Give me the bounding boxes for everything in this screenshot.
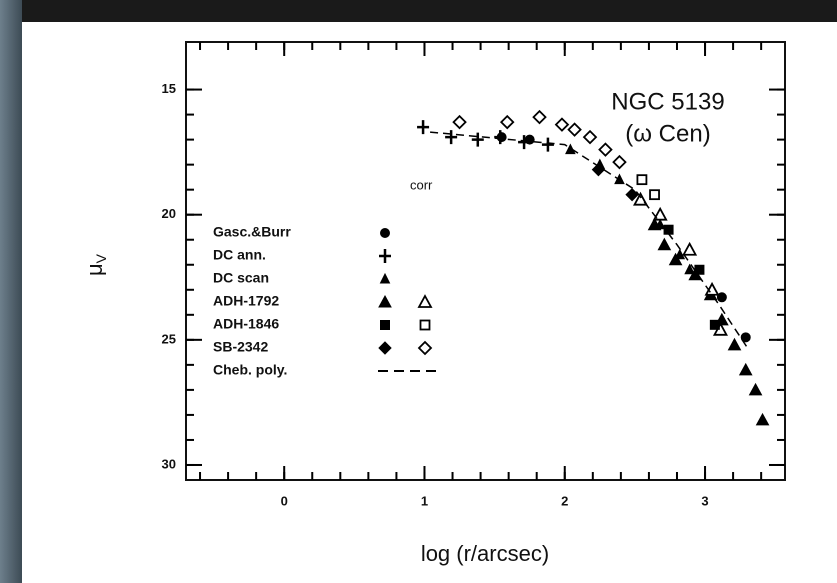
point [709, 319, 720, 330]
legend-symbol [419, 319, 431, 331]
point [625, 187, 639, 202]
y-tick-label: 30 [162, 456, 176, 471]
point-open [612, 154, 627, 170]
legend-symbol [417, 340, 433, 356]
legend-symbol [379, 272, 391, 284]
y-tick-label: 20 [162, 206, 176, 221]
legend-symbol [417, 294, 433, 308]
point [694, 264, 705, 275]
point-open [598, 142, 613, 157]
legend-symbol [378, 294, 392, 308]
y-axis-label: μV [82, 253, 109, 276]
annotation: corr [410, 177, 433, 192]
legend-label: ADH-1846 [213, 316, 279, 332]
x-tick-label: 0 [281, 493, 288, 508]
point [755, 412, 770, 426]
fit-line [430, 131, 748, 348]
point [716, 292, 727, 303]
legend-label: ADH-1792 [213, 293, 279, 309]
point-open [499, 114, 515, 130]
point [668, 252, 683, 266]
point [647, 217, 662, 231]
x-tick-label: 1 [421, 493, 428, 508]
point [684, 263, 695, 275]
point [417, 120, 430, 135]
point [471, 132, 484, 147]
x-tick-label: 2 [561, 493, 568, 508]
point [748, 382, 763, 396]
point [657, 237, 672, 251]
point [738, 362, 753, 376]
legend-label: SB-2342 [213, 339, 268, 355]
x-axis-label: log (r/arcsec) [421, 541, 549, 566]
legend-symbol [380, 320, 390, 330]
point-open [532, 109, 547, 125]
legend-symbol [380, 228, 390, 238]
legend-label: DC ann. [213, 247, 266, 263]
point-open [682, 241, 698, 256]
point-open [636, 174, 648, 186]
point [740, 332, 751, 343]
point-open [567, 122, 582, 137]
point [445, 130, 458, 145]
point [541, 137, 554, 152]
point-open [649, 189, 660, 201]
annotation: (ω Cen) [625, 120, 710, 147]
legend-symbol [378, 341, 392, 355]
x-tick-label: 3 [701, 493, 708, 508]
plot-frame [185, 41, 786, 481]
point-open [632, 191, 649, 206]
point [591, 162, 606, 177]
left-strip [0, 0, 22, 583]
y-label-main: μ [82, 263, 107, 276]
point [494, 130, 507, 145]
point-open [652, 206, 668, 221]
y-label-sub: V [93, 253, 109, 263]
annotation: NGC 5139 [611, 88, 724, 115]
point-open [452, 114, 467, 130]
point [518, 135, 531, 150]
legend-label: DC scan [213, 270, 269, 286]
top-strip [0, 0, 837, 22]
legend-label: Gasc.&Burr [213, 224, 291, 240]
legend-symbol [379, 249, 391, 263]
y-tick-label: 15 [162, 81, 176, 96]
point [727, 337, 742, 351]
point-open [554, 117, 570, 132]
legend-label: Cheb. poly. [213, 362, 287, 378]
point-open [582, 129, 598, 145]
y-tick-label: 25 [162, 331, 176, 346]
